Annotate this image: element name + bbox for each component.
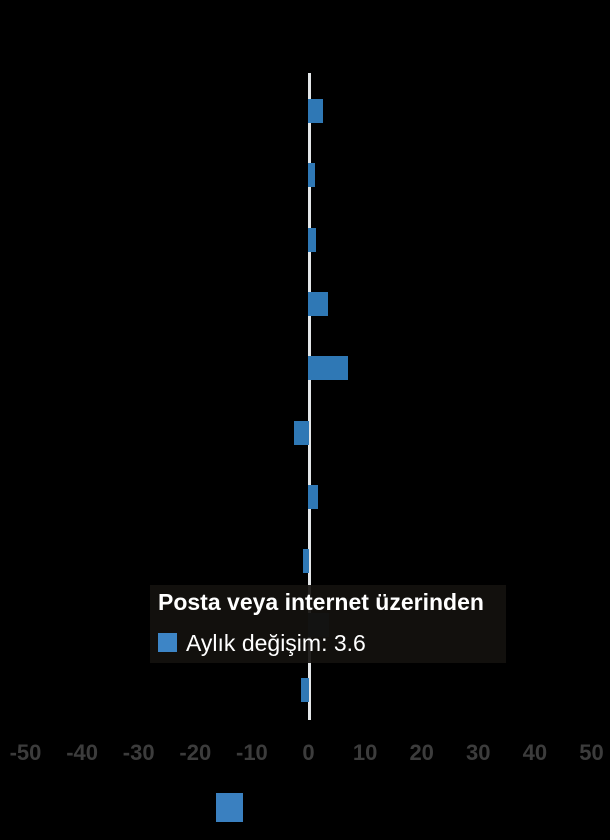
tooltip: Posta veya internet üzerinden Aylık deği… [150, 585, 506, 663]
x-tick-label: -10 [235, 740, 268, 765]
x-tick-label: 0 [302, 740, 315, 765]
bar[interactable] [308, 484, 318, 509]
bar[interactable] [301, 677, 309, 702]
bar[interactable] [308, 291, 329, 316]
bar[interactable] [308, 227, 317, 252]
x-tick-label: 40 [522, 740, 548, 765]
x-tick-label: 30 [466, 740, 491, 765]
bar[interactable] [308, 356, 348, 381]
tooltip-value-label: Aylık değişim: 3.6 [186, 630, 366, 656]
x-tick-label: 20 [409, 740, 434, 765]
x-tick-label: -30 [122, 740, 155, 765]
x-tick-label: 50 [579, 740, 604, 765]
footer-legend-swatch-icon [216, 793, 243, 822]
x-tick-label: -50 [9, 740, 42, 765]
tooltip-title: Posta veya internet üzerinden [158, 589, 484, 615]
bar[interactable] [294, 420, 309, 445]
series-swatch-icon [158, 633, 177, 652]
bar[interactable] [308, 99, 324, 123]
bar[interactable] [308, 163, 315, 188]
zero-axis-line [307, 73, 311, 720]
x-tick-label: -40 [66, 740, 98, 765]
bar[interactable] [302, 549, 309, 574]
x-tick-label: -20 [179, 740, 212, 765]
x-tick-label: 10 [352, 740, 378, 765]
